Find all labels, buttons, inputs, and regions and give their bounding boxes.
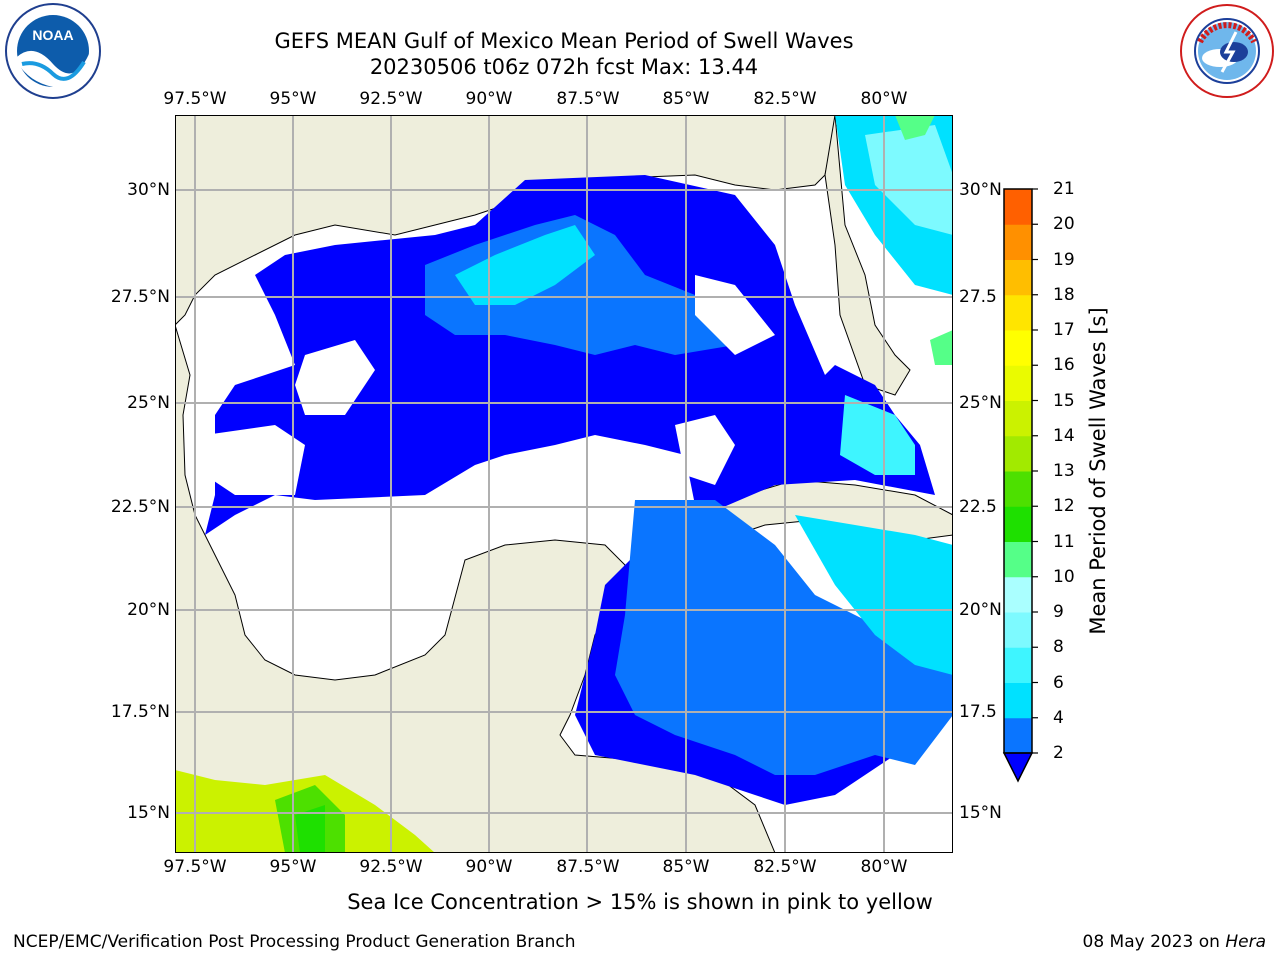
- lat-tick-right: 20°N: [959, 600, 1002, 620]
- colorbar-tick-label: 20: [1053, 214, 1075, 235]
- lat-tick-right: 17.5: [959, 702, 997, 722]
- colorbar-segment: [1004, 365, 1032, 401]
- footer-host: Hera: [1225, 932, 1266, 952]
- colorbar-segment: [1004, 506, 1032, 542]
- colorbar-tick-label: 14: [1053, 425, 1075, 446]
- lat-tick-right: 27.5: [959, 287, 997, 307]
- colorbar-label: Mean Period of Swell Waves [s]: [1086, 307, 1110, 635]
- lon-tick-bottom: 85°W: [662, 857, 710, 877]
- colorbar-segment: [1004, 717, 1032, 754]
- colorbar-segment: [1004, 259, 1032, 296]
- lon-tick-top: 97.5°W: [163, 89, 227, 109]
- colorbar-tick-label: 15: [1053, 390, 1075, 411]
- colorbar-tick-label: 13: [1053, 461, 1075, 481]
- lon-tick-top: 85°W: [662, 89, 710, 109]
- colorbar-segment: [1004, 612, 1032, 648]
- colorbar-tick-label: 6: [1053, 672, 1064, 693]
- lon-tick-top: 87.5°W: [556, 89, 620, 109]
- colorbar-segment: [1004, 400, 1032, 437]
- colorbar-tick-label: 16: [1053, 355, 1075, 376]
- lat-tick-left: 17.5°N: [110, 702, 170, 722]
- lon-tick-top: 95°W: [269, 89, 317, 109]
- colorbar-segment: [1004, 435, 1032, 472]
- colorbar-segment: [1004, 224, 1032, 260]
- lon-tick-bottom: 97.5°W: [163, 857, 227, 877]
- lat-tick-right: 25°N: [959, 393, 1002, 413]
- colorbar-segment: [1004, 294, 1032, 331]
- lon-tick-bottom: 90°W: [465, 857, 513, 877]
- lon-tick-top: 80°W: [860, 89, 908, 109]
- colorbar-tick-label: 17: [1053, 320, 1075, 340]
- colorbar-tick-label: 19: [1053, 249, 1075, 270]
- noaa-logo-text: NOAA: [32, 27, 73, 43]
- map-gridlines: [175, 115, 953, 853]
- noaa-logo: NOAA: [5, 3, 101, 99]
- lat-tick-left: 25°N: [127, 393, 170, 413]
- footer-date: 08 May 2023 on Hera: [1083, 932, 1267, 952]
- lat-tick-right: 15°N: [959, 803, 1002, 823]
- colorbar-tick-label: 11: [1053, 531, 1075, 552]
- colorbar-segment: [1004, 576, 1032, 613]
- lat-tick-right: 30°N: [959, 180, 1002, 200]
- lat-tick-left: 15°N: [127, 803, 170, 823]
- colorbar-tick-label: 10: [1053, 566, 1075, 587]
- map-frame: [175, 115, 953, 853]
- swell-period-map: [175, 115, 953, 853]
- colorbar-segment: [1004, 647, 1032, 683]
- lon-tick-top: 92.5°W: [359, 89, 423, 109]
- colorbar-segment: [1004, 682, 1032, 719]
- sea-ice-caption: Sea Ice Concentration > 15% is shown in …: [347, 890, 933, 914]
- colorbar-segment: [1004, 330, 1032, 366]
- lat-tick-left: 27.5°N: [110, 287, 170, 307]
- colorbar: [1002, 188, 1038, 783]
- colorbar-tick-label: 21: [1053, 179, 1075, 199]
- footer-date-text: 08 May 2023 on: [1082, 932, 1226, 952]
- map-subtitle: 20230506 t06z 072h fcst Max: 13.44: [369, 55, 759, 79]
- lon-tick-bottom: 87.5°W: [556, 857, 620, 877]
- lon-tick-bottom: 82.5°W: [753, 857, 817, 877]
- footer-credit: NCEP/EMC/Verification Post Processing Pr…: [13, 932, 576, 952]
- lat-tick-left: 20°N: [127, 600, 170, 620]
- colorbar-tick-label: 8: [1053, 637, 1064, 658]
- colorbar-tick-label: 12: [1053, 496, 1075, 517]
- lon-tick-bottom: 80°W: [860, 857, 908, 877]
- colorbar-tick-label: 2: [1053, 743, 1064, 763]
- colorbar-segment: [1004, 189, 1032, 225]
- colorbar-segment: [1004, 541, 1032, 578]
- lon-tick-top: 90°W: [465, 89, 513, 109]
- colorbar-segment: [1004, 471, 1032, 507]
- colorbar-extend-arrow: [1002, 752, 1034, 783]
- lat-tick-right: 22.5: [959, 497, 997, 517]
- map-title: GEFS MEAN Gulf of Mexico Mean Period of …: [274, 29, 854, 53]
- colorbar-tick-label: 9: [1053, 602, 1064, 622]
- colorbar-tick-label: 4: [1053, 707, 1064, 728]
- lon-tick-bottom: 95°W: [269, 857, 317, 877]
- lat-tick-left: 22.5°N: [110, 497, 170, 517]
- lon-tick-top: 82.5°W: [753, 89, 817, 109]
- lat-tick-left: 30°N: [127, 180, 170, 200]
- nws-logo: [1180, 4, 1274, 98]
- lon-tick-bottom: 92.5°W: [359, 857, 423, 877]
- colorbar-tick-label: 18: [1053, 284, 1075, 305]
